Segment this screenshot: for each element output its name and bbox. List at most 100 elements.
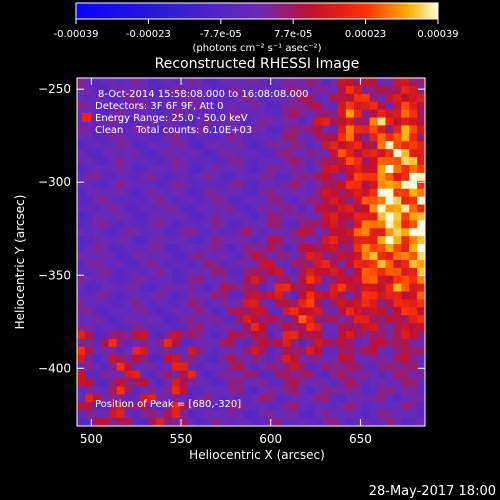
heatmap-cell	[116, 378, 125, 387]
heatmap-cell	[243, 323, 252, 332]
heatmap-cell	[274, 228, 284, 237]
heatmap-cell	[140, 299, 149, 308]
heatmap-cell	[251, 93, 260, 103]
heatmap-cell	[124, 346, 133, 356]
heatmap-cell	[314, 283, 323, 292]
heatmap-cell	[314, 267, 323, 277]
heatmap-cell	[203, 291, 212, 300]
heatmap-cell	[116, 109, 125, 118]
heatmap-cell	[369, 149, 378, 158]
heatmap-cell	[330, 323, 339, 332]
heatmap-cell	[298, 410, 307, 419]
heatmap-cell	[171, 228, 181, 237]
heatmap-cell	[361, 378, 371, 387]
heatmap-cell	[361, 180, 371, 190]
heatmap-cell	[108, 188, 117, 198]
heatmap-cell	[385, 378, 394, 387]
heatmap-cell	[227, 149, 236, 158]
heatmap-cell	[353, 394, 363, 403]
heatmap-cell	[211, 149, 220, 158]
y-tick-label: −300	[38, 175, 71, 189]
heatmap-cell	[116, 220, 125, 229]
heatmap-cell	[124, 196, 133, 205]
heatmap-cell	[306, 307, 315, 316]
heatmap-cell	[100, 275, 110, 285]
heatmap-cell	[322, 323, 331, 332]
heatmap-cell	[417, 410, 425, 419]
heatmap-cell	[290, 228, 299, 237]
heatmap-cell	[227, 220, 236, 229]
heatmap-cell	[330, 244, 339, 253]
heatmap-cell	[338, 228, 347, 237]
heatmap-cell	[243, 283, 252, 292]
heatmap-cell	[92, 275, 102, 285]
heatmap-cell	[84, 141, 94, 150]
heatmap-cell	[84, 331, 94, 340]
heatmap-cell	[132, 378, 141, 387]
heatmap-cell	[258, 331, 268, 340]
heatmap-cell	[417, 85, 425, 95]
heatmap-cell	[322, 402, 331, 411]
heatmap-cell	[266, 378, 276, 387]
heatmap-cell	[345, 378, 355, 387]
heatmap-cell	[251, 370, 260, 379]
heatmap-cell	[385, 252, 394, 261]
heatmap-cell	[108, 307, 117, 316]
heatmap-cell	[195, 252, 204, 261]
heatmap-cell	[417, 93, 425, 103]
heatmap-cell	[227, 418, 236, 426]
heatmap-cell	[203, 275, 212, 285]
heatmap-cell	[132, 180, 141, 190]
heatmap-cell	[417, 323, 425, 332]
heatmap-cell	[282, 78, 291, 87]
heatmap-cell	[171, 244, 181, 253]
heatmap-cell	[84, 252, 94, 261]
heatmap-cell	[393, 410, 402, 419]
heatmap-cell	[92, 346, 102, 356]
heatmap-cell	[148, 236, 157, 245]
heatmap-cell	[235, 370, 244, 379]
heatmap-cell	[298, 93, 307, 103]
heatmap-cell	[361, 283, 371, 292]
heatmap-cell	[243, 307, 252, 316]
heatmap-cell	[266, 275, 276, 285]
heatmap-cell	[195, 149, 204, 158]
heatmap-cell	[235, 196, 244, 205]
heatmap-cell	[417, 101, 425, 111]
heatmap-cell	[100, 267, 110, 277]
heatmap-cell	[345, 252, 355, 261]
heatmap-cell	[369, 188, 378, 198]
heatmap-cell	[251, 362, 260, 372]
heatmap-cell	[203, 402, 212, 411]
heatmap-cell	[108, 259, 117, 269]
heatmap-cell	[369, 204, 378, 213]
heatmap-cell	[417, 331, 425, 340]
heatmap-cell	[251, 228, 260, 237]
heatmap-cell	[266, 109, 276, 118]
heatmap-cell	[219, 141, 228, 150]
heatmap-cell	[409, 283, 418, 292]
heatmap-cell	[401, 117, 410, 126]
heatmap-cell	[132, 283, 141, 292]
heatmap-cell	[306, 418, 315, 426]
heatmap-cell	[243, 157, 252, 166]
heatmap-cell	[361, 141, 371, 150]
heatmap-cell	[298, 157, 307, 166]
heatmap-cell	[195, 101, 204, 111]
heatmap-cell	[338, 275, 347, 285]
heatmap-cell	[227, 402, 236, 411]
heatmap-cell	[203, 267, 212, 277]
heatmap-cell	[148, 378, 157, 387]
heatmap-cell	[203, 299, 212, 308]
heatmap-cell	[77, 172, 86, 182]
heatmap-cell	[330, 410, 339, 419]
heatmap-cell	[369, 180, 378, 190]
heatmap-cell	[84, 78, 94, 87]
heatmap-cell	[274, 101, 284, 111]
heatmap-cell	[377, 228, 386, 237]
heatmap-cell	[77, 267, 86, 277]
heatmap-cell	[369, 339, 378, 348]
heatmap-cell	[393, 346, 402, 356]
heatmap-cell	[140, 204, 149, 213]
heatmap-cell	[298, 259, 307, 269]
